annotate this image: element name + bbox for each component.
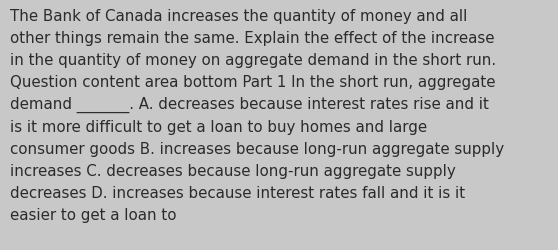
Text: The Bank of Canada increases the quantity of money and all
other things remain t: The Bank of Canada increases the quantit… <box>10 9 504 222</box>
